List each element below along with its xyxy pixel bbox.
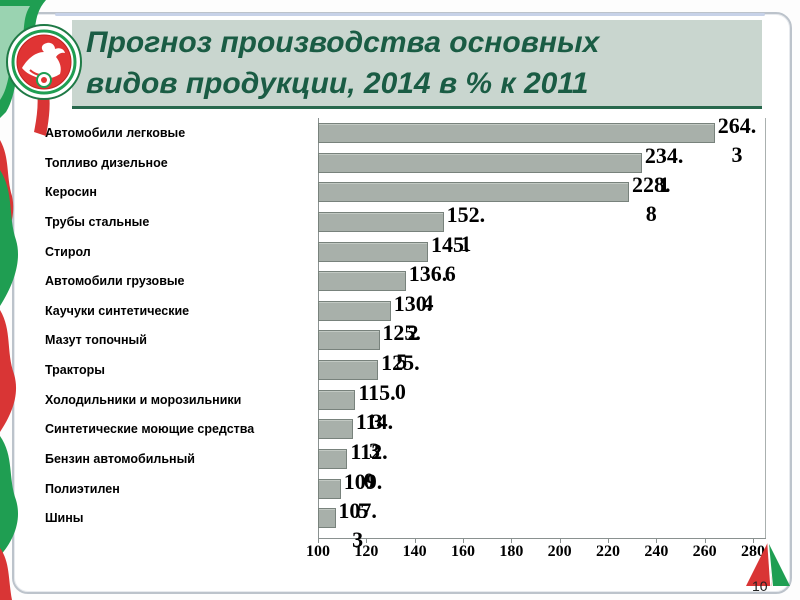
data-label: 152. 1 <box>446 201 486 256</box>
category-label: Полиэтилен <box>45 481 120 496</box>
x-axis-tick-mark <box>366 538 368 543</box>
data-label: 130. 2 <box>393 290 433 345</box>
category-label: Шины <box>45 511 84 526</box>
bar <box>318 300 391 321</box>
x-axis-tick-label: 240 <box>644 543 669 560</box>
x-axis-tick-mark <box>463 538 464 543</box>
tatarstan-emblem-logo <box>6 24 82 100</box>
data-label: 125. 5 <box>382 320 421 375</box>
category-label: Топливо дизельное <box>45 155 168 170</box>
data-label: 234. 1 <box>644 142 684 197</box>
x-axis-tick-label: 220 <box>596 543 620 560</box>
x-axis-tick-label: 260 <box>692 543 717 560</box>
x-axis-tick-mark <box>656 538 658 543</box>
x-axis-tick-mark <box>414 538 416 543</box>
plot-left-border <box>318 118 319 538</box>
category-label: Каучуки синтетические <box>45 303 190 318</box>
x-axis-tick-label: 180 <box>499 543 524 560</box>
slide-frame <box>12 12 792 594</box>
x-axis-tick-mark <box>608 538 609 543</box>
title-line-2: видов продукции, 2014 в % к 2011 <box>86 67 589 100</box>
corner-flag-icon <box>746 541 790 587</box>
x-axis-tick-mark <box>559 538 561 543</box>
slide-frame-topline <box>55 13 765 16</box>
data-label: 264. 3 <box>717 113 757 167</box>
bar <box>318 152 643 173</box>
x-axis-line <box>318 538 766 539</box>
data-label: 228. 8 <box>632 172 671 227</box>
bar <box>318 389 355 410</box>
x-axis-tick-mark <box>753 538 754 543</box>
bar <box>318 182 630 203</box>
x-axis-tick-label: 120 <box>354 543 379 560</box>
category-label: Керосин <box>45 185 97 200</box>
x-axis-tick-label: 100 <box>306 543 330 560</box>
x-axis-tick-mark <box>318 538 319 543</box>
x-axis-tick-mark <box>704 538 706 543</box>
title-band <box>72 20 762 109</box>
category-label: Автомобили грузовые <box>45 274 185 289</box>
plot-right-border <box>765 118 766 538</box>
category-label: Стирол <box>45 244 91 259</box>
category-label: Автомобили легковые <box>45 126 186 140</box>
data-label: 136. 4 <box>408 261 448 316</box>
category-label: Мазут топочный <box>45 333 147 348</box>
page-title: Прогноз производства основных видов прод… <box>86 22 766 104</box>
category-label: Трубы стальные <box>45 214 150 229</box>
data-label: 114. 3 <box>355 409 394 464</box>
bar <box>318 360 379 381</box>
bar <box>318 211 444 232</box>
x-axis-tick-label: 200 <box>547 543 572 560</box>
category-label: Тракторы <box>45 363 105 378</box>
x-axis-tick-mark <box>511 538 513 543</box>
data-label: 109. 5 <box>343 468 383 523</box>
data-label: 125. 0 <box>381 350 420 405</box>
title-line-1: Прогноз производства основных <box>86 26 600 59</box>
bar <box>318 271 406 292</box>
bar <box>318 419 353 440</box>
data-label: 112. 0 <box>350 439 388 494</box>
bar <box>318 478 341 499</box>
category-label: Холодильники и морозильники <box>45 392 242 407</box>
bar <box>318 449 347 470</box>
bar <box>318 241 429 262</box>
data-label: 115. 3 <box>358 379 396 434</box>
x-axis-tick-label: 140 <box>402 543 427 560</box>
data-label: 145. 6 <box>430 231 470 286</box>
bar <box>318 330 380 351</box>
bar <box>318 123 716 143</box>
category-label: Бензин автомобильный <box>45 452 195 467</box>
page-number: 10 <box>752 578 768 594</box>
bar <box>318 508 336 529</box>
x-axis-tick-label: 160 <box>451 543 475 560</box>
x-axis-tick-label: 280 <box>741 543 765 560</box>
category-label: Синтетические моющие средства <box>45 422 255 437</box>
